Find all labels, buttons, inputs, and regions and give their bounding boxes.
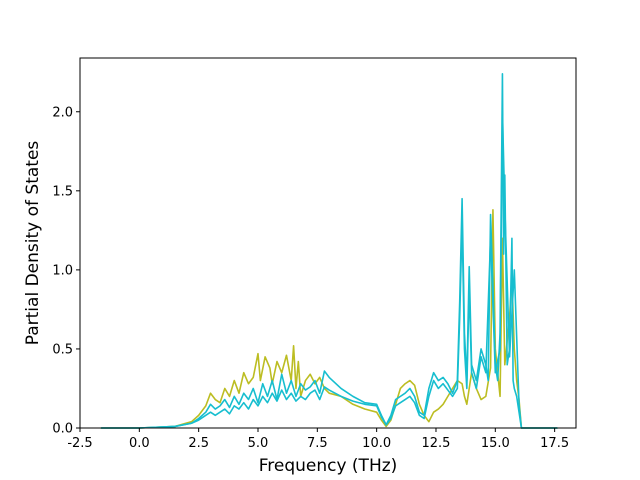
x-tick-label: 7.5: [307, 436, 328, 451]
x-axis-title: Frequency (THz): [259, 456, 398, 476]
y-tick-label: 2.0: [52, 105, 73, 120]
series-line-1: [100, 208, 558, 429]
y-axis-title: Partial Density of States: [23, 141, 43, 346]
series-line-3: [100, 110, 558, 429]
x-tick-label: 10.0: [362, 436, 391, 451]
series-layer: [100, 73, 558, 429]
x-tick-label: 17.5: [540, 436, 569, 451]
y-tick-label: 1.0: [52, 263, 73, 278]
y-tick-label: 0.5: [52, 342, 73, 357]
plot-frame: [79, 57, 577, 429]
series-line-2: [100, 73, 558, 429]
x-tick-label: 15.0: [481, 436, 510, 451]
y-tick-label: 0.0: [52, 422, 73, 437]
x-axis-ticks: -2.5 0.0 2.5 5.0 7.5 10.0 12.5 15.0 17.5: [67, 428, 569, 451]
x-tick-label: 5.0: [248, 436, 269, 451]
x-tick-label: -2.5: [67, 436, 92, 451]
x-tick-label: 2.5: [188, 436, 209, 451]
y-axis-ticks: 0.0 0.5 1.0 1.5 2.0: [52, 105, 80, 437]
y-tick-label: 1.5: [52, 184, 73, 199]
x-tick-label: 0.0: [129, 436, 150, 451]
x-tick-label: 12.5: [422, 436, 451, 451]
